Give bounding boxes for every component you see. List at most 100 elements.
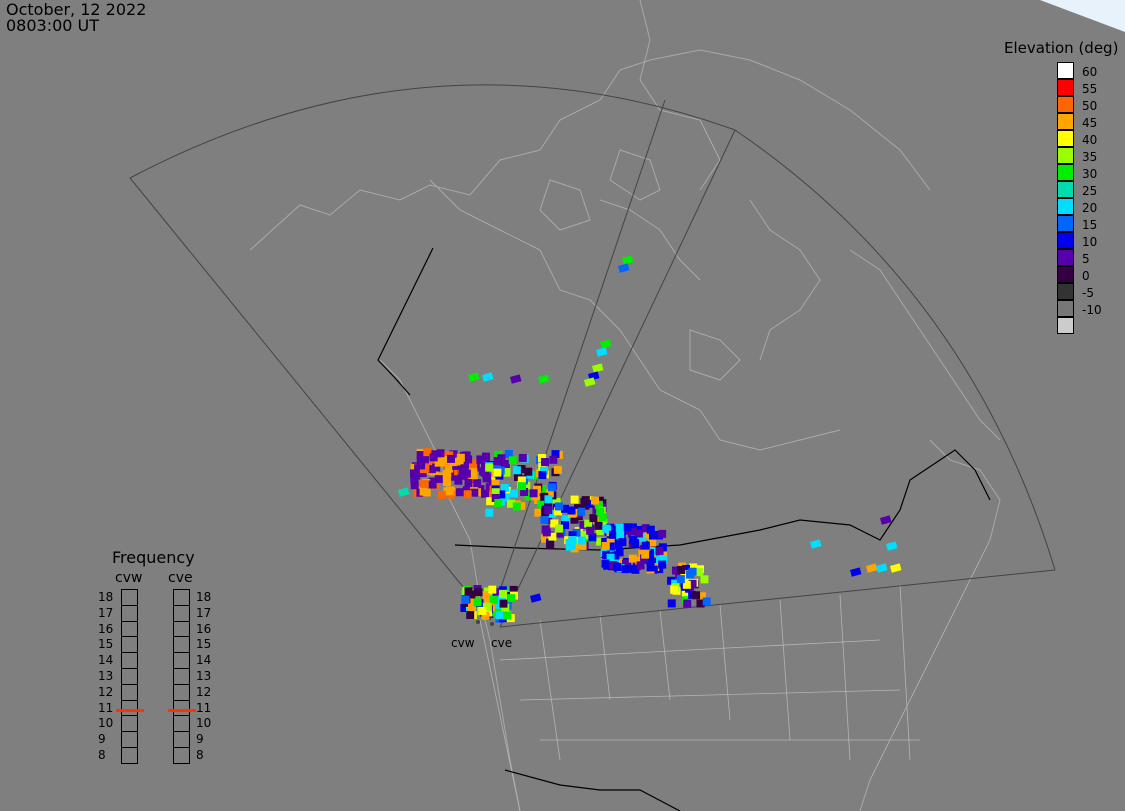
echo-cell [497, 595, 506, 604]
echo-cell [609, 561, 618, 570]
echo-cell [437, 491, 446, 500]
echo-cell [594, 521, 603, 530]
echo-cell [850, 567, 862, 577]
echo-cell [695, 568, 704, 577]
echo-cell [560, 521, 569, 530]
frequency-tick-label: 8 [98, 747, 106, 762]
echo-cell [621, 559, 630, 568]
echo-cell [485, 474, 494, 483]
echo-cell [608, 530, 617, 539]
echo-cell [478, 606, 487, 615]
echo-cell [621, 255, 634, 265]
frequency-tick-label: 17 [196, 605, 212, 620]
echo-cell [555, 529, 564, 538]
echo-cell [510, 374, 522, 384]
echo-cell [568, 535, 577, 544]
echo-cell [646, 525, 655, 534]
echo-cell [518, 453, 527, 462]
echo-cell [611, 525, 620, 534]
echo-cell [890, 563, 902, 573]
echo-cell [507, 594, 516, 603]
echo-cell [460, 464, 469, 473]
frequency-cell: 8 [98, 746, 138, 764]
freq-radar-label-cvw: cvw [115, 570, 143, 586]
echo-cell [594, 500, 603, 509]
colorbar-label: 15 [1082, 218, 1098, 232]
echo-cell [581, 496, 590, 505]
echo-cell [561, 515, 570, 524]
colorbar-swatch: 40 [1057, 130, 1097, 147]
echo-cell [550, 519, 559, 528]
frequency-tick-label: 17 [98, 605, 114, 620]
echo-cell [422, 488, 431, 497]
echo-cell [517, 501, 526, 510]
echo-cell [474, 588, 483, 597]
frequency-cell: 17 [98, 604, 138, 622]
echo-cell [447, 454, 456, 463]
echo-cell [481, 463, 490, 472]
colorbar-label: 0 [1082, 269, 1090, 283]
echo-cell [552, 497, 561, 506]
state-boundaries [479, 584, 920, 811]
echo-cell [443, 487, 452, 496]
echo-cell [548, 509, 557, 518]
echo-cell [540, 492, 549, 501]
echo-cell [548, 483, 557, 492]
colorbar-swatch: 0 [1057, 266, 1090, 283]
echo-cell [540, 515, 549, 524]
echo-cell [553, 465, 562, 474]
frequency-marker [168, 709, 196, 713]
echo-cell [611, 551, 620, 560]
echo-cell [702, 597, 711, 606]
frequency-tick-label: 8 [196, 747, 204, 762]
echo-cell [684, 575, 693, 584]
frequency-cell: 18 [173, 589, 211, 606]
echo-cell [481, 372, 494, 382]
colorbar-swatch: 55 [1057, 79, 1097, 96]
freq-radar-label-cve: cve [168, 570, 193, 586]
frequency-cell: 16 [98, 620, 138, 638]
echo-cell [491, 488, 500, 497]
echo-cell [508, 456, 517, 465]
echo-cell [398, 487, 410, 497]
echo-cell [659, 555, 668, 564]
echo-cell [421, 464, 430, 473]
echo-cell [537, 454, 546, 463]
frequency-tick-label: 11 [98, 700, 114, 715]
echo-cell [641, 524, 650, 533]
echo-cell [488, 585, 497, 594]
echo-cell [578, 541, 587, 550]
frequency-cell: 11 [98, 699, 138, 717]
colorbar-label: 20 [1082, 201, 1098, 215]
colorbar-swatch: 10 [1057, 232, 1097, 249]
echo-cell [455, 457, 464, 466]
echo-cell [442, 477, 451, 486]
echo-cell [499, 589, 508, 598]
frequency-tick-label: 18 [98, 590, 114, 604]
echo-cell [658, 560, 667, 569]
frequency-cell: 9 [98, 731, 138, 748]
frequency-tick-label: 18 [196, 590, 212, 604]
echo-cell [596, 537, 605, 546]
echo-cell [682, 564, 691, 573]
colorbar-label: 40 [1082, 133, 1098, 147]
frequency-tick-label: 14 [98, 653, 114, 668]
echo-cell [623, 523, 632, 532]
echo-cell [655, 546, 664, 555]
colorbar-label: 45 [1082, 116, 1098, 130]
echo-cell [482, 602, 491, 611]
frequency-cell: 10 [173, 715, 211, 733]
echo-cell [434, 475, 443, 484]
echo-cell [420, 480, 429, 489]
echo-cell [646, 563, 655, 572]
frequency-marker [116, 709, 144, 713]
echo-cell [866, 563, 878, 573]
echo-cell [462, 486, 471, 495]
echo-cell [680, 570, 689, 579]
frequency-tick-label: 16 [196, 621, 212, 636]
frequency-tick-label: 9 [196, 732, 204, 747]
frequency-cell: 13 [98, 667, 138, 685]
colorbar-label: 30 [1082, 167, 1098, 181]
echo-cell [544, 506, 553, 515]
echo-cell [540, 534, 549, 543]
